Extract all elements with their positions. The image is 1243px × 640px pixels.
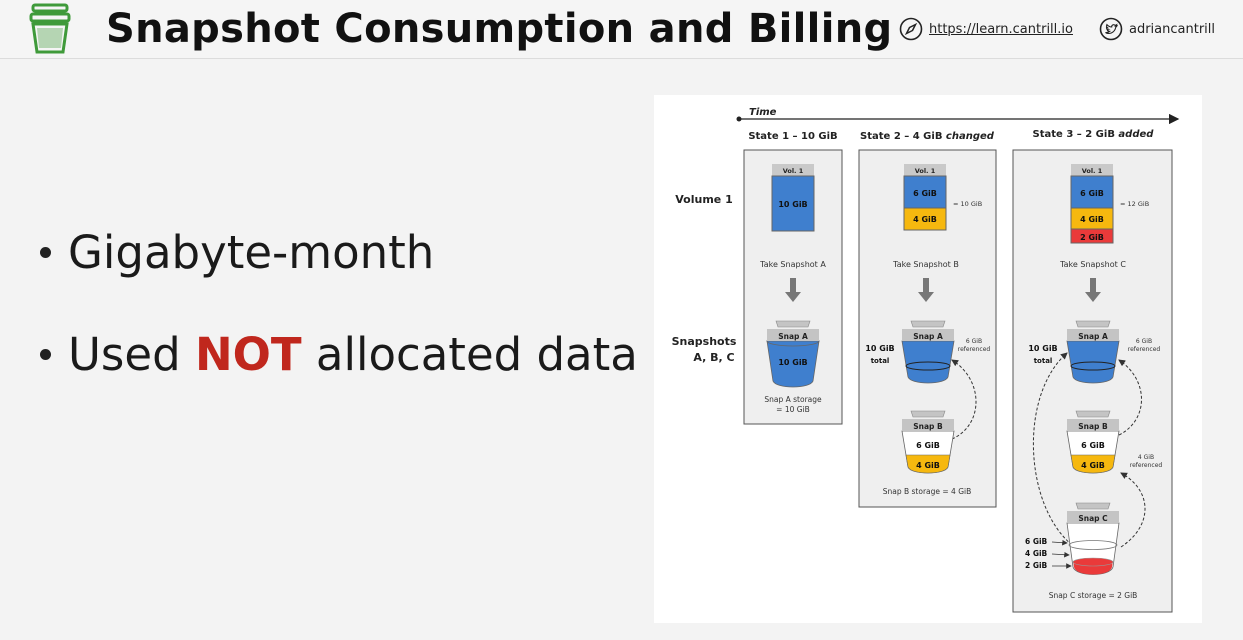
state2-vol-label: Vol. 1 <box>915 167 936 175</box>
state2-title: State 2 – 4 GiB changed <box>860 131 995 142</box>
state2-snap-a-bucket: Snap A <box>901 320 955 384</box>
state1-down-arrow-icon <box>785 278 801 302</box>
state3-snap-c-bucket: Snap C <box>1066 502 1120 575</box>
row-label-volume: Volume 1 <box>675 193 732 206</box>
state3-ref-a-value: 6 GiB <box>1136 338 1152 345</box>
state3-ref-a-label: referenced <box>1128 346 1161 353</box>
state2-vol-yellow: 4 GiB <box>913 215 937 224</box>
page-title: Snapshot Consumption and Billing <box>106 6 893 52</box>
bucket-logo-icon <box>29 3 71 54</box>
state2-ref-label: referenced <box>958 346 991 353</box>
state3-volume: Vol. 1 6 GiB 4 GiB 2 GiB <box>1070 164 1114 244</box>
state3-snap-b-white: 6 GiB <box>1081 441 1105 450</box>
compass-icon <box>899 17 923 41</box>
bullet-item: Gigabyte-month <box>40 222 638 282</box>
state2-snap-b-white: 6 GiB <box>916 441 940 450</box>
state3-storage: Snap C storage = 2 GiB <box>1049 591 1138 600</box>
state3-snap-c-6: 6 GiB <box>1025 537 1048 546</box>
state2-snap-b-bucket: Snap B 6 GiB 4 GiB <box>901 410 955 474</box>
state3-total-value: 10 GiB <box>1028 344 1057 353</box>
bullet-list: Gigabyte-month Used NOT allocated data <box>40 222 638 426</box>
state3-vol-label: Vol. 1 <box>1082 167 1103 175</box>
state3-ref-b-value: 4 GiB <box>1138 454 1154 461</box>
state3-title: State 3 – 2 GiB added <box>1033 129 1155 140</box>
state1-storage-line2: = 10 GiB <box>776 405 810 414</box>
state2-total-label: total <box>871 357 890 365</box>
row-label-snapshots: Snapshots <box>672 335 737 348</box>
state3-snap-a-label: Snap A <box>1078 332 1108 341</box>
bullet-emphasis: NOT <box>194 327 302 381</box>
state3-vol-red: 2 GiB <box>1080 233 1104 242</box>
state3-pointer-6 <box>1051 539 1068 546</box>
time-label: Time <box>749 107 777 118</box>
state3-snap-c-2: 2 GiB <box>1025 561 1048 570</box>
state3-ref-b-label: referenced <box>1130 462 1163 469</box>
header-bar: Snapshot Consumption and Billing https:/… <box>0 0 1243 59</box>
bullet-dot-icon <box>40 348 51 360</box>
state1-action: Take Snapshot A <box>759 260 826 269</box>
state3-title-em: added <box>1118 129 1154 140</box>
state2-ref-dashed-arrow <box>951 359 977 440</box>
state2-down-arrow-icon <box>918 278 934 302</box>
state3-title-text: State 3 – 2 GiB <box>1033 129 1119 140</box>
state3-action: Take Snapshot C <box>1059 260 1126 269</box>
state3-vol-blue: 6 GiB <box>1080 189 1104 198</box>
state3-snap-c-label: Snap C <box>1078 514 1108 523</box>
state3-ref-c-dashed-arrow <box>1033 352 1073 546</box>
state3-down-arrow-icon <box>1085 278 1101 302</box>
state3-snap-b-label: Snap B <box>1078 422 1108 431</box>
bullet-text: Used NOT allocated data <box>68 328 638 381</box>
state2-storage: Snap B storage = 4 GiB <box>883 487 972 496</box>
state3-ref-b-dashed-arrow <box>1120 472 1146 548</box>
state3-snap-b-yellow: 4 GiB <box>1081 461 1105 470</box>
state2-total-value: 10 GiB <box>865 344 894 353</box>
state3-pointer-4 <box>1051 551 1070 558</box>
state3-ref-a-dashed-arrow <box>1118 359 1142 436</box>
state2-snap-a-label: Snap A <box>913 332 943 341</box>
state3-snap-a-bucket: Snap A <box>1066 320 1120 384</box>
state3-vol-total: = 12 GiB <box>1120 200 1149 208</box>
snapshot-diagram: Time Volume 1 Snapshots A, B, C State 1 … <box>654 95 1202 623</box>
website-link[interactable]: https://learn.cantrill.io <box>928 21 1073 37</box>
state1-snap-a-value: 10 GiB <box>778 358 807 367</box>
row-label-snapshots-names: A, B, C <box>693 351 734 364</box>
state2-snap-b-yellow: 4 GiB <box>916 461 940 470</box>
state2-title-em: changed <box>946 131 995 142</box>
state1-storage-line1: Snap A storage <box>764 395 822 404</box>
state3-snap-c-4: 4 GiB <box>1025 549 1048 558</box>
bullet-text: Gigabyte-month <box>68 225 435 279</box>
state2-snap-b-label: Snap B <box>913 422 943 431</box>
state2-action: Take Snapshot B <box>892 260 959 269</box>
state1-vol-label: Vol. 1 <box>783 167 804 175</box>
state1-volume: Vol. 1 10 GiB <box>771 164 815 232</box>
state2-volume: Vol. 1 6 GiB 4 GiB <box>903 164 947 231</box>
state2-title-text: State 2 – 4 GiB <box>860 131 946 142</box>
state1-vol-value: 10 GiB <box>778 200 807 209</box>
state2-ref-value: 6 GiB <box>966 338 982 345</box>
state3-vol-yellow: 4 GiB <box>1080 215 1104 224</box>
state1-snap-a-label: Snap A <box>778 332 808 341</box>
bullet-item: Used NOT allocated data <box>40 324 638 384</box>
state3-total-label: total <box>1034 357 1053 365</box>
state1-snap-a-bucket: Snap A 10 GiB <box>766 320 820 388</box>
bullet-dot-icon <box>40 246 51 258</box>
twitter-icon <box>1099 17 1123 41</box>
twitter-handle: adriancantrill <box>1128 21 1215 37</box>
state1-title: State 1 – 10 GiB <box>748 131 837 142</box>
state3-snap-b-bucket: Snap B 6 GiB 4 GiB <box>1066 410 1120 474</box>
state2-vol-blue: 6 GiB <box>913 189 937 198</box>
bullet-text-post: allocated data <box>301 327 638 381</box>
bullet-text-pre: Used <box>68 327 195 381</box>
state2-vol-total: = 10 GiB <box>953 200 982 208</box>
